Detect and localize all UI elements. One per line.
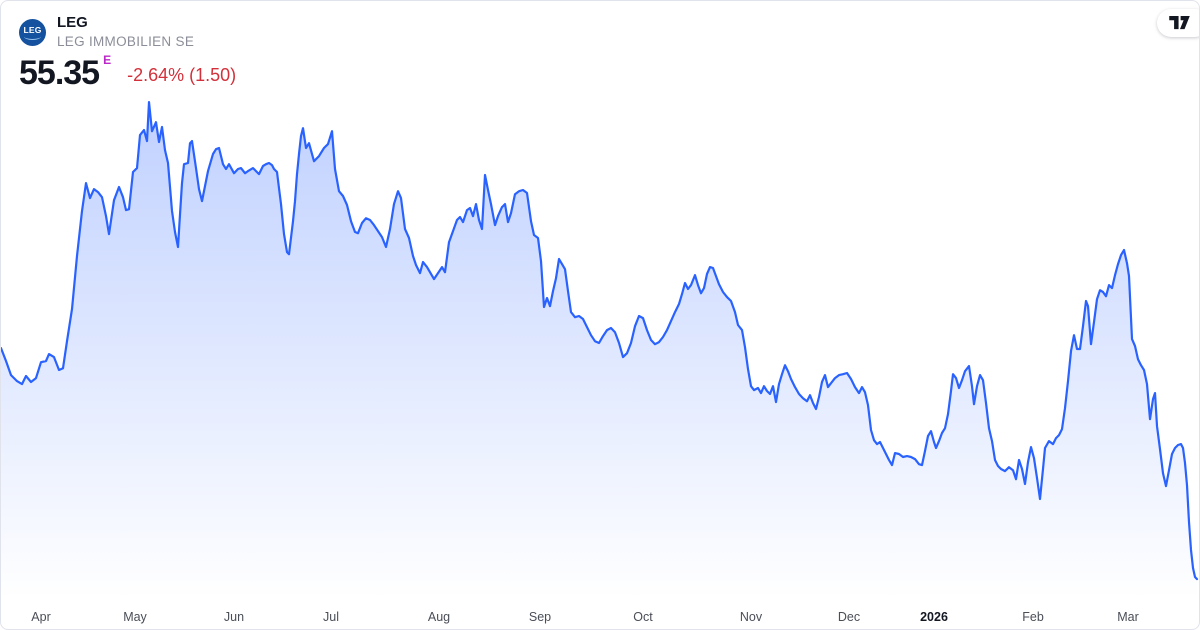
- tradingview-attribution-button[interactable]: [1157, 9, 1199, 37]
- title-block: LEG LEG IMMOBILIEN SE: [57, 14, 195, 49]
- series-fill: [1, 102, 1197, 605]
- last-price: 55.35: [19, 54, 100, 93]
- price-row: 55.35 E -2.64% (1.50): [19, 53, 237, 93]
- tradingview-icon: [1169, 16, 1190, 30]
- company-logo-swoosh: [24, 33, 41, 40]
- symbol-title: LEG: [57, 14, 88, 31]
- company-logo: LEG: [19, 18, 46, 46]
- widget-header: LEG LEG LEG IMMOBILIEN SE 55.35 E -2.64%…: [19, 14, 237, 93]
- symbol-link[interactable]: LEG LEG LEG IMMOBILIEN SE: [19, 14, 236, 49]
- company-logo-text: LEG: [23, 25, 42, 36]
- price-change: -2.64% (1.50): [127, 65, 237, 86]
- series-line: [1, 101, 1199, 581]
- company-name: LEG IMMOBILIEN SE: [57, 33, 195, 49]
- market-status-marker: E: [103, 53, 112, 68]
